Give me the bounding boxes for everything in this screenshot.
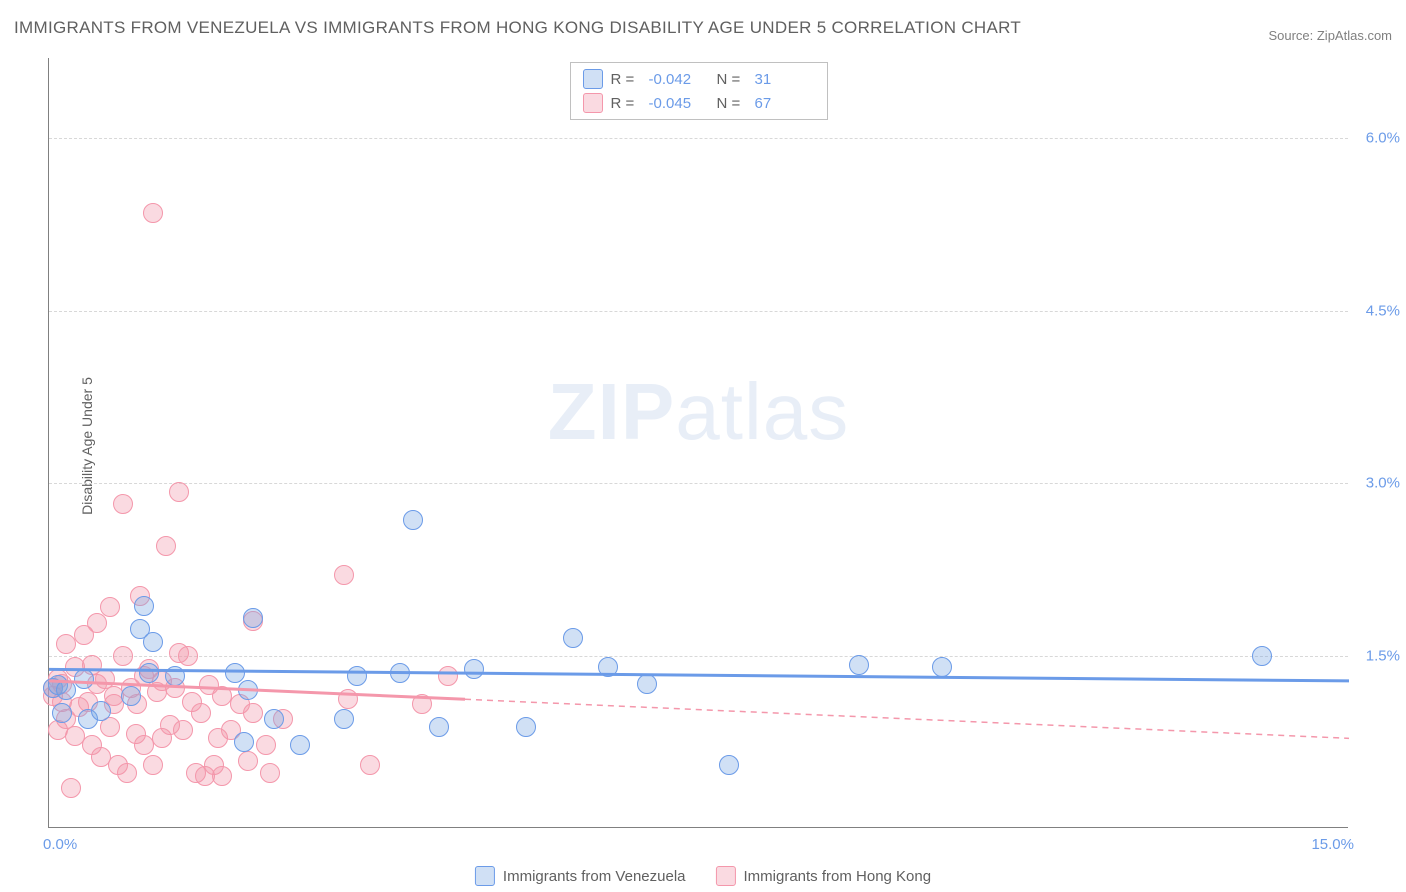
scatter-point-venezuela [403,510,423,530]
n-label: N = [717,71,747,88]
scatter-point-hong-kong [113,646,133,666]
scatter-point-hong-kong [260,763,280,783]
scatter-point-venezuela [1252,646,1272,666]
scatter-point-hong-kong [338,689,358,709]
scatter-point-hong-kong [113,494,133,514]
scatter-point-hong-kong [178,646,198,666]
watermark-bold: ZIP [548,367,675,456]
scatter-point-hong-kong [87,613,107,633]
scatter-point-hong-kong [334,565,354,585]
scatter-point-venezuela [719,755,739,775]
scatter-point-venezuela [464,659,484,679]
scatter-point-hong-kong [191,703,211,723]
scatter-point-venezuela [290,735,310,755]
source-attribution: Source: ZipAtlas.com [1268,28,1392,43]
swatch-venezuela-icon [475,866,495,886]
scatter-point-venezuela [429,717,449,737]
scatter-point-venezuela [52,703,72,723]
chart-title: IMMIGRANTS FROM VENEZUELA VS IMMIGRANTS … [14,18,1021,38]
gridline [49,483,1348,484]
scatter-point-venezuela [134,596,154,616]
gridline [49,311,1348,312]
scatter-point-venezuela [598,657,618,677]
x-tick-min: 0.0% [43,836,77,853]
scatter-point-hong-kong [117,763,137,783]
legend-label-venezuela: Immigrants from Venezuela [503,868,686,885]
scatter-point-venezuela [390,663,410,683]
scatter-point-hong-kong [156,536,176,556]
n-label: N = [717,95,747,112]
r-label: R = [611,71,641,88]
scatter-point-venezuela [121,686,141,706]
n-value-venezuela: 31 [755,71,815,88]
scatter-point-venezuela [56,680,76,700]
legend-item-venezuela: Immigrants from Venezuela [475,866,686,886]
y-tick-label: 3.0% [1366,475,1400,492]
scatter-point-venezuela [165,666,185,686]
scatter-point-hong-kong [143,755,163,775]
scatter-point-venezuela [264,709,284,729]
scatter-point-venezuela [139,663,159,683]
scatter-point-venezuela [74,669,94,689]
x-tick-max: 15.0% [1311,836,1354,853]
scatter-point-hong-kong [169,482,189,502]
gridline [49,656,1348,657]
scatter-point-hong-kong [238,751,258,771]
y-tick-label: 6.0% [1366,130,1400,147]
series-legend: Immigrants from Venezuela Immigrants fro… [475,866,931,886]
correlation-legend: R = -0.042 N = 31 R = -0.045 N = 67 [570,62,828,120]
scatter-point-venezuela [932,657,952,677]
scatter-point-venezuela [91,701,111,721]
r-value-venezuela: -0.042 [649,71,709,88]
legend-item-hongkong: Immigrants from Hong Kong [716,866,932,886]
scatter-point-hong-kong [61,778,81,798]
scatter-point-venezuela [143,632,163,652]
scatter-point-hong-kong [360,755,380,775]
scatter-point-venezuela [225,663,245,683]
scatter-point-venezuela [849,655,869,675]
scatter-point-hong-kong [100,597,120,617]
scatter-point-hong-kong [243,703,263,723]
y-tick-label: 4.5% [1366,302,1400,319]
scatter-point-venezuela [637,674,657,694]
scatter-point-hong-kong [412,694,432,714]
swatch-hongkong-icon [716,866,736,886]
legend-row-hongkong: R = -0.045 N = 67 [583,91,815,115]
gridline [49,138,1348,139]
watermark-light: atlas [675,367,849,456]
scatter-point-venezuela [563,628,583,648]
y-tick-label: 1.5% [1366,647,1400,664]
scatter-point-venezuela [238,680,258,700]
scatter-point-hong-kong [143,203,163,223]
scatter-point-hong-kong [256,735,276,755]
watermark: ZIPatlas [548,366,849,458]
scatter-point-venezuela [347,666,367,686]
swatch-hongkong-icon [583,93,603,113]
scatter-point-venezuela [516,717,536,737]
trend-line-dashed-hong-kong [465,699,1349,738]
r-value-hongkong: -0.045 [649,95,709,112]
scatter-point-venezuela [243,608,263,628]
plot-area: ZIPatlas R = -0.042 N = 31 R = -0.045 N … [48,58,1348,828]
n-value-hongkong: 67 [755,95,815,112]
scatter-point-hong-kong [212,766,232,786]
swatch-venezuela-icon [583,69,603,89]
scatter-point-venezuela [234,732,254,752]
scatter-point-venezuela [334,709,354,729]
legend-row-venezuela: R = -0.042 N = 31 [583,67,815,91]
r-label: R = [611,95,641,112]
legend-label-hongkong: Immigrants from Hong Kong [744,868,932,885]
scatter-point-hong-kong [438,666,458,686]
scatter-point-hong-kong [173,720,193,740]
